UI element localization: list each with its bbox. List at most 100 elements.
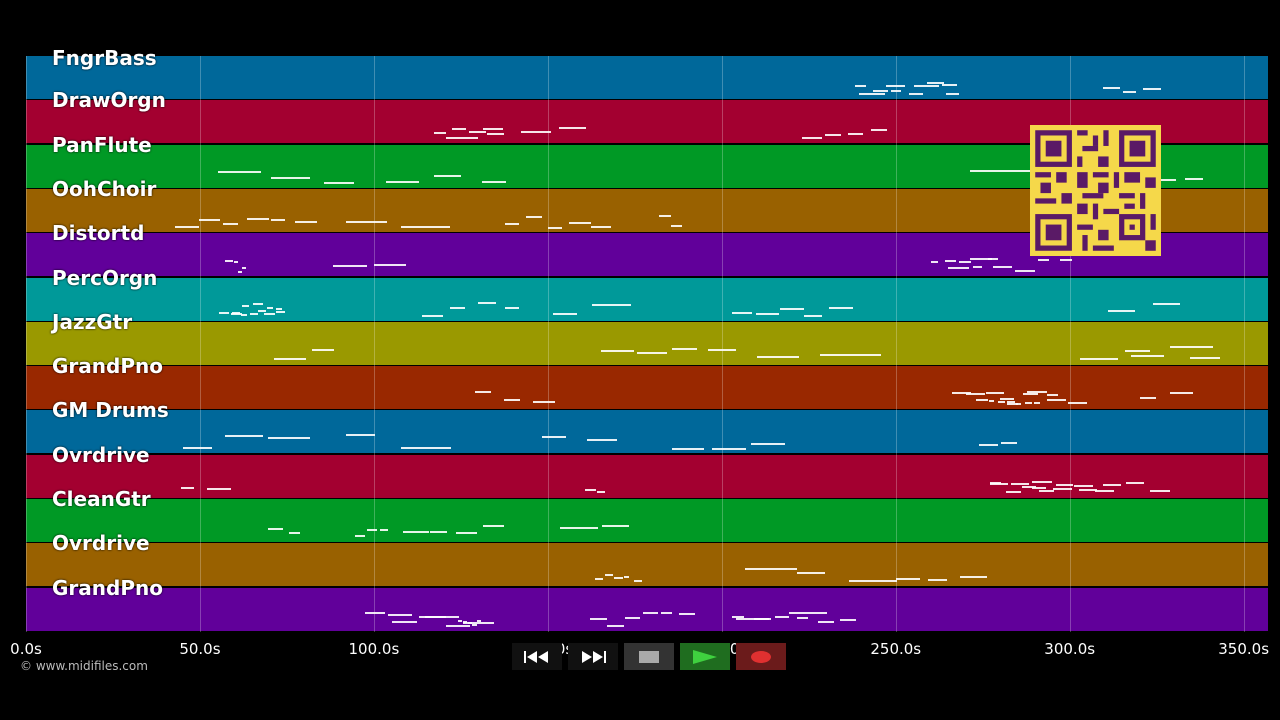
midi-note <box>999 398 1015 401</box>
track-row[interactable]: CleanGtr <box>26 487 1268 544</box>
midi-note <box>1169 345 1214 348</box>
midi-note <box>659 214 671 217</box>
midi-note <box>931 261 939 264</box>
stop-button[interactable] <box>624 643 674 670</box>
gridline <box>547 56 549 632</box>
midi-note <box>482 525 504 528</box>
midi-note <box>379 528 388 531</box>
midi-note <box>206 487 231 490</box>
time-tick-label: 350.0s <box>1218 640 1270 658</box>
midi-note <box>225 434 264 437</box>
midi-note <box>219 311 229 314</box>
midi-note <box>225 259 230 262</box>
midi-note <box>998 401 1005 404</box>
midi-note <box>392 620 418 623</box>
midi-note <box>1010 483 1029 486</box>
midi-note <box>1037 259 1050 262</box>
midi-note <box>270 176 310 179</box>
midi-note <box>385 181 419 184</box>
track-label: Ovrdrive <box>52 442 150 467</box>
midi-note <box>198 218 220 221</box>
midi-note <box>871 128 887 131</box>
midi-note <box>678 613 696 616</box>
midi-note <box>975 398 989 401</box>
midi-note <box>332 264 367 267</box>
track-row[interactable]: GrandPno <box>26 354 1268 411</box>
midi-note <box>230 312 242 315</box>
midi-note <box>751 442 785 445</box>
track-label: GrandPno <box>52 575 163 600</box>
track-row[interactable]: Ovrdrive <box>26 443 1268 499</box>
track-row[interactable]: PercOrgn <box>26 266 1268 322</box>
midi-note <box>1047 398 1067 401</box>
midi-note <box>945 92 960 95</box>
midi-note <box>854 85 867 88</box>
midi-note <box>672 447 705 450</box>
midi-note <box>1055 484 1073 487</box>
midi-note <box>927 578 947 581</box>
track-label: DrawOrgn <box>52 88 166 113</box>
midi-note <box>1161 178 1177 181</box>
midi-note <box>472 623 478 626</box>
midi-note <box>597 490 605 493</box>
midi-note <box>970 169 1036 172</box>
midi-note <box>952 391 972 394</box>
track-row[interactable]: Ovrdrive <box>26 531 1268 588</box>
midi-note <box>947 266 970 269</box>
track-row[interactable]: GrandPno <box>26 576 1268 632</box>
midi-note <box>429 531 448 534</box>
play-button[interactable] <box>680 643 730 670</box>
midi-note <box>1031 481 1052 484</box>
midi-note <box>1027 390 1047 393</box>
midi-note <box>367 528 378 531</box>
midi-note <box>978 443 998 446</box>
time-tick-label: 50.0s <box>179 640 221 658</box>
midi-note <box>959 261 972 264</box>
midi-note <box>1060 258 1073 261</box>
midi-note <box>818 620 834 623</box>
midi-note <box>233 260 238 263</box>
midi-note <box>174 226 199 229</box>
midi-note <box>671 225 682 228</box>
time-tick-label: 300.0s <box>1044 640 1096 658</box>
record-button[interactable] <box>736 643 786 670</box>
gridline <box>373 56 375 632</box>
transport-controls <box>512 643 786 670</box>
midi-note <box>1022 485 1036 488</box>
midi-note <box>270 218 286 221</box>
midi-note <box>481 181 506 184</box>
piano-roll[interactable]: FngrBass DrawOrgn PanFlute OohChoir Distortd… <box>26 46 1268 632</box>
midi-note <box>267 307 274 310</box>
midi-note <box>735 617 769 620</box>
midi-note <box>229 260 234 263</box>
midi-note <box>973 266 983 269</box>
midi-note <box>483 128 504 131</box>
midi-note <box>909 92 923 95</box>
midi-note <box>242 266 247 269</box>
track-row[interactable]: FngrBass <box>26 46 1268 100</box>
track-row[interactable]: GM Drums <box>26 398 1268 455</box>
midi-note <box>403 531 429 534</box>
midi-note <box>275 308 283 311</box>
midi-note <box>601 349 635 352</box>
midi-note <box>1032 486 1047 489</box>
midi-note <box>1015 269 1035 272</box>
midi-note <box>757 355 799 358</box>
rewind-button[interactable] <box>512 643 562 670</box>
midi-note <box>324 181 355 184</box>
gridline <box>1243 56 1245 632</box>
midi-note <box>604 574 614 577</box>
midi-note <box>1079 489 1098 492</box>
midi-note <box>586 439 618 442</box>
track-label: Ovrdrive <box>52 531 150 556</box>
midi-note <box>1067 402 1088 405</box>
midi-note <box>241 304 249 307</box>
track-row[interactable]: JazzGtr <box>26 310 1268 366</box>
midi-note <box>533 401 555 404</box>
midi-note <box>886 84 906 87</box>
midi-note <box>521 131 551 134</box>
midi-note <box>858 92 886 95</box>
track-label: OohChoir <box>52 176 157 201</box>
fast-forward-button[interactable] <box>568 643 618 670</box>
midi-note <box>456 531 478 534</box>
